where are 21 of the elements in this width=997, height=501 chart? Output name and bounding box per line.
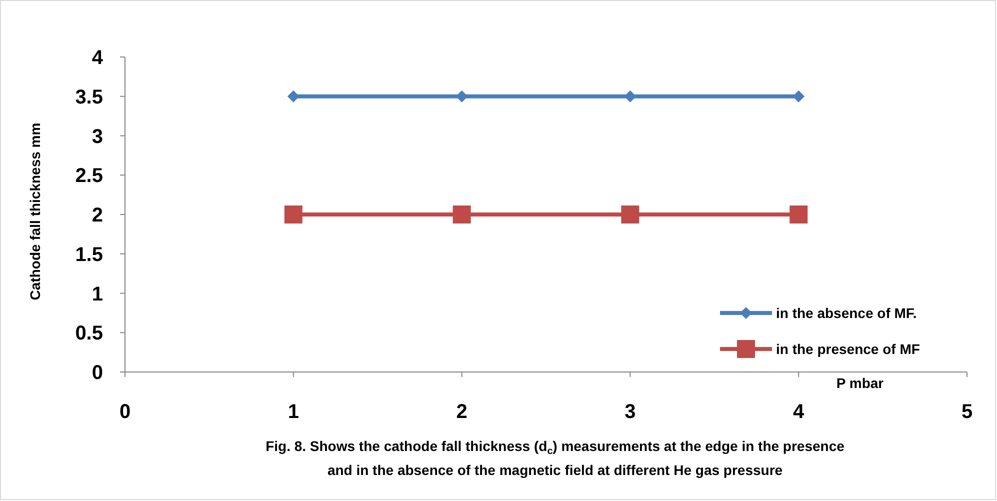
y-tick-label: 1.5: [75, 244, 103, 266]
y-tick-label: 2: [92, 204, 103, 226]
x-tick-label: 2: [456, 401, 468, 423]
y-tick-label: 2.5: [75, 165, 103, 188]
legend-label: in the presence of MF: [776, 340, 920, 357]
y-axis-title: Cathode fall thickness mm: [27, 122, 43, 300]
x-axis-title: P mbar: [836, 375, 884, 391]
x-tick-label: 5: [961, 401, 973, 423]
x-tick-label: 3: [624, 401, 636, 423]
y-tick-label: 3: [92, 126, 103, 148]
x-tick-label: 0: [119, 401, 131, 423]
text: and in the absence of the magnetic field at different He gas pressure: [327, 462, 783, 478]
caption: Fig. 8. Shows the cathode fall thickness (d$_{c}$) measurements at the edge in the presence: [266, 438, 845, 456]
y-tick-label: 0.5: [75, 322, 103, 345]
y-tick-label: 4: [92, 47, 104, 69]
y-tick-label: 1: [92, 283, 103, 306]
y-tick-label: 3.5: [75, 86, 103, 108]
legend-label: in the absence of MF.: [776, 304, 917, 321]
x-tick-label: 1: [288, 401, 299, 423]
y-tick-label: 0: [92, 362, 103, 384]
x-tick-label: 4: [793, 401, 806, 423]
